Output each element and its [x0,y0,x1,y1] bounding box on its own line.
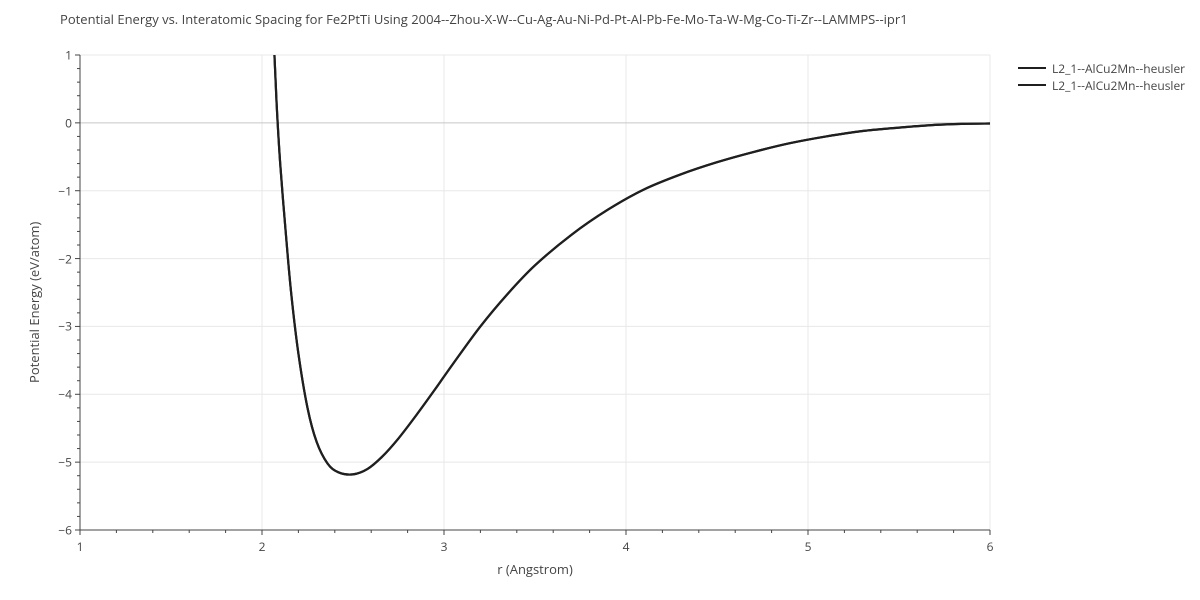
plot-area [80,55,990,530]
legend-swatch-icon [1018,84,1046,86]
x-tick-label: 5 [805,538,812,555]
y-tick-label: −5 [42,454,72,471]
x-axis-label: r (Angstrom) [497,560,573,578]
y-axis-label: Potential Energy (eV/atom) [25,221,43,382]
y-tick-label: −1 [42,182,72,199]
legend-label: L2_1--AlCu2Mn--heusler [1052,77,1185,94]
series-line-1[interactable] [269,0,990,475]
y-tick-label: −3 [42,318,72,335]
grid [80,55,990,530]
series-line-0[interactable] [269,0,990,475]
ticks [75,55,990,535]
y-tick-label: −2 [42,250,72,267]
y-tick-label: −4 [42,386,72,403]
series-group [269,0,990,475]
y-tick-label: 1 [42,47,72,64]
x-tick-label: 4 [623,538,630,555]
y-tick-label: −6 [42,522,72,539]
legend-label: L2_1--AlCu2Mn--heusler [1052,60,1185,77]
chart-title: Potential Energy vs. Interatomic Spacing… [60,10,908,28]
legend-swatch-icon [1018,67,1046,69]
y-tick-label: 0 [42,114,72,131]
x-tick-label: 1 [77,538,84,555]
legend-item-0[interactable]: L2_1--AlCu2Mn--heusler [1018,60,1185,76]
legend: L2_1--AlCu2Mn--heuslerL2_1--AlCu2Mn--heu… [1018,60,1185,94]
plot-svg[interactable] [80,55,990,530]
legend-item-1[interactable]: L2_1--AlCu2Mn--heusler [1018,77,1185,93]
x-tick-label: 6 [987,538,994,555]
x-tick-label: 3 [441,538,448,555]
x-tick-label: 2 [259,538,266,555]
